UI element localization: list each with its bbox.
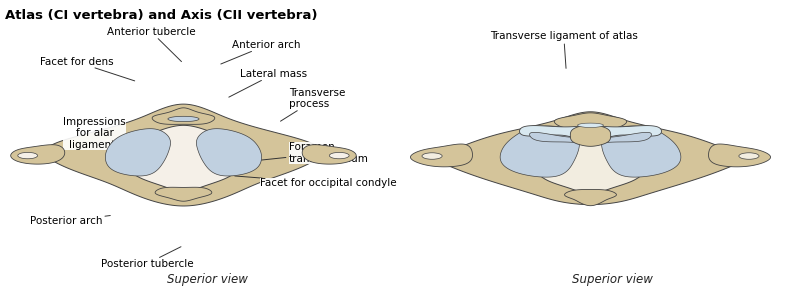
Polygon shape (529, 132, 650, 143)
Text: Superior view: Superior view (167, 274, 248, 286)
Polygon shape (302, 145, 356, 164)
Polygon shape (45, 104, 322, 206)
Text: Transverse ligament of atlas: Transverse ligament of atlas (489, 31, 637, 68)
Polygon shape (708, 144, 770, 167)
Polygon shape (155, 187, 212, 201)
Polygon shape (11, 145, 65, 164)
Polygon shape (564, 189, 616, 206)
Polygon shape (532, 136, 648, 194)
Polygon shape (152, 108, 215, 124)
Polygon shape (601, 126, 680, 177)
Polygon shape (196, 129, 261, 176)
Text: Facet for dens: Facet for dens (41, 57, 135, 81)
Text: Lateral mass: Lateral mass (229, 69, 307, 97)
Text: Foramen
transversarium: Foramen transversarium (259, 142, 368, 164)
Polygon shape (410, 144, 472, 167)
Polygon shape (123, 125, 243, 192)
Polygon shape (500, 126, 579, 177)
Text: Transverse
process: Transverse process (280, 88, 345, 121)
Text: Anterior arch: Anterior arch (221, 40, 300, 64)
Ellipse shape (738, 153, 758, 159)
Ellipse shape (18, 152, 37, 159)
Text: Atlas (CI vertebra) and Axis (CII vertebra): Atlas (CI vertebra) and Axis (CII verteb… (6, 9, 318, 22)
Ellipse shape (329, 152, 349, 159)
Text: Anterior tubercle: Anterior tubercle (107, 27, 195, 62)
Text: Posterior arch: Posterior arch (30, 215, 110, 226)
Ellipse shape (422, 153, 442, 159)
Polygon shape (439, 112, 740, 205)
Polygon shape (105, 129, 170, 176)
Text: Impressions
for alar
ligaments: Impressions for alar ligaments (63, 117, 140, 150)
Text: Superior view: Superior view (571, 274, 652, 286)
Polygon shape (569, 125, 610, 146)
Ellipse shape (168, 116, 199, 121)
Text: Posterior tubercle: Posterior tubercle (101, 247, 193, 269)
Polygon shape (554, 113, 626, 129)
Polygon shape (519, 125, 661, 137)
Ellipse shape (577, 123, 603, 127)
Text: Facet for occipital condyle: Facet for occipital condyle (234, 176, 397, 188)
